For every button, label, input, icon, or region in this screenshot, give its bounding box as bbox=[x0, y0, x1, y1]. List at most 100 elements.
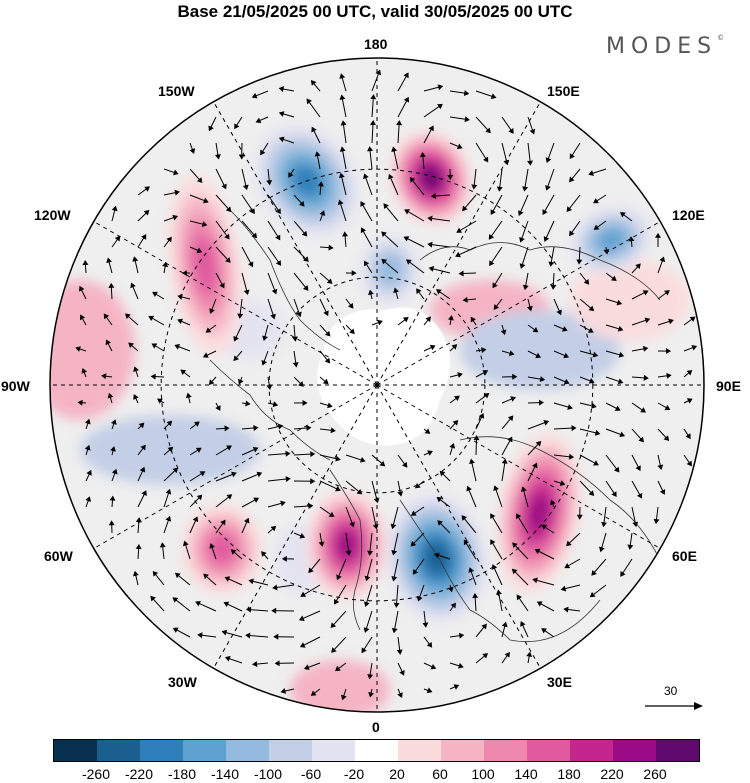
wind-vector-arrowhead bbox=[245, 632, 251, 639]
wind-vector-arrowhead bbox=[501, 621, 508, 628]
wind-vector-arrowhead bbox=[468, 567, 475, 573]
polar-cap-white bbox=[317, 307, 450, 446]
wind-vector-arrowhead bbox=[157, 398, 163, 404]
wind-vector-arrowhead bbox=[141, 490, 147, 497]
wind-vector-arrowhead bbox=[391, 549, 398, 556]
wind-vector-arrowhead bbox=[593, 460, 599, 466]
meridian-line bbox=[376, 221, 661, 386]
wind-vector-arrowhead bbox=[275, 260, 282, 266]
reference-vector-arrowhead bbox=[694, 702, 703, 710]
wind-vector-arrowhead bbox=[303, 664, 310, 671]
wind-vector-arrowhead bbox=[529, 128, 536, 135]
wind-vector-arrowhead bbox=[351, 270, 357, 277]
wind-vector-arrowhead bbox=[225, 206, 232, 213]
wind-vector-arrowhead bbox=[141, 234, 147, 240]
wind-vector-arrowhead bbox=[334, 598, 340, 605]
wind-vector-arrowhead bbox=[298, 615, 305, 621]
wind-vector-arrowhead bbox=[105, 339, 111, 346]
wind-vector-arrowhead bbox=[638, 436, 644, 443]
wind-vector-arrowhead bbox=[686, 369, 693, 376]
wind-vector-arrowhead bbox=[339, 94, 346, 100]
anomaly-background-patch bbox=[570, 260, 690, 340]
wind-vector-arrowhead bbox=[189, 148, 196, 154]
colorbar-segment bbox=[656, 740, 699, 761]
meridian-line bbox=[93, 221, 378, 386]
wind-vector-arrowhead bbox=[172, 627, 179, 633]
wind-vector-arrowhead bbox=[359, 456, 366, 463]
wind-vector-arrowhead bbox=[369, 120, 376, 126]
wind-vector-arrowhead bbox=[109, 495, 116, 501]
wind-vector-arrowhead bbox=[566, 206, 573, 213]
wind-vector-arrowhead bbox=[251, 232, 258, 239]
wind-vector-arrowhead bbox=[566, 540, 572, 547]
wind-vector-arrowhead bbox=[280, 688, 287, 694]
lon-label-30e: 30E bbox=[547, 674, 572, 690]
wind-vector-arrowhead bbox=[611, 491, 617, 497]
wind-vector-arrowhead bbox=[482, 653, 489, 659]
wind-vector-arrowhead bbox=[526, 305, 533, 312]
wind-vector-arrowhead bbox=[302, 399, 308, 406]
wind-vector-arrowhead bbox=[686, 460, 692, 467]
wind-vector-arrowhead bbox=[237, 313, 244, 319]
colorbar-segment bbox=[140, 740, 183, 761]
wind-vector-arrowhead bbox=[481, 623, 487, 630]
wind-vector-arrowhead bbox=[381, 258, 388, 265]
wind-vector-arrowhead bbox=[233, 355, 239, 362]
wind-vector-arrowhead bbox=[324, 357, 331, 364]
reference-vector-label: 30 bbox=[664, 684, 678, 698]
wind-vector-arrowhead bbox=[430, 663, 437, 670]
wind-vector-arrowhead bbox=[139, 466, 146, 473]
wind-vector-arrowhead bbox=[288, 171, 294, 178]
wind-vector-arrowhead bbox=[627, 544, 634, 550]
wind-vector-arrowhead bbox=[85, 496, 91, 502]
coastline-canada bbox=[209, 359, 331, 461]
anomaly-background-patch bbox=[290, 660, 390, 712]
wind-vector-arrowhead bbox=[349, 521, 355, 528]
wind-vector-arrowhead bbox=[619, 431, 626, 438]
wind-vector-arrowhead bbox=[426, 641, 433, 648]
wind-vector-arrowhead bbox=[251, 92, 258, 99]
wind-vector-arrowhead bbox=[255, 117, 262, 124]
wind-vector-arrowhead bbox=[177, 318, 183, 325]
wind-vector-arrowhead bbox=[272, 401, 279, 408]
wind-vector-arrowhead bbox=[635, 465, 641, 472]
wind-vector-arrowhead bbox=[367, 673, 374, 680]
wind-vector-arrowhead bbox=[150, 373, 156, 380]
map-title: Base 21/05/2025 00 UTC, valid 30/05/2025… bbox=[177, 2, 573, 21]
wind-vector-arrowhead bbox=[403, 236, 410, 242]
wind-vector-arrowhead bbox=[483, 156, 489, 163]
wind-vector-arrowhead bbox=[256, 471, 263, 478]
wind-vector-arrowhead bbox=[180, 369, 187, 375]
wind-vector-arrowhead bbox=[79, 285, 85, 292]
lon-label-30w: 30W bbox=[168, 674, 197, 690]
wind-vector-arrowhead bbox=[466, 485, 472, 492]
wind-vector-arrowhead bbox=[383, 203, 389, 209]
wind-vector-arrowhead bbox=[262, 335, 268, 342]
wind-vector-arrowhead bbox=[403, 72, 409, 79]
wind-vector-arrowhead bbox=[252, 661, 258, 668]
wind-vector-arrowhead bbox=[326, 278, 333, 284]
wind-vector-arrowhead bbox=[493, 304, 500, 310]
wind-vector-arrowhead bbox=[561, 326, 568, 332]
colorbar-tick-label: 100 bbox=[471, 766, 495, 782]
wind-vector-arrowhead bbox=[335, 665, 341, 672]
wind-vector-arrowhead bbox=[310, 478, 316, 485]
wind-vector-arrowhead bbox=[370, 94, 377, 100]
wind-vector-arrowhead bbox=[225, 257, 231, 263]
wind-vector-arrowhead bbox=[230, 549, 237, 555]
wind-vector-arrowhead bbox=[470, 316, 476, 323]
wind-vector-arrowhead bbox=[182, 540, 189, 547]
wind-vector-arrowhead bbox=[199, 471, 206, 477]
wind-vector-arrowhead bbox=[643, 374, 649, 381]
wind-vector-arrowhead bbox=[285, 450, 291, 457]
wind-vector-arrowhead bbox=[510, 396, 516, 402]
wind-vector-arrowhead bbox=[152, 570, 159, 577]
wind-vector-arrowhead bbox=[591, 570, 597, 576]
wind-vector-arrowhead bbox=[148, 315, 155, 322]
wind-vector-arrowhead bbox=[426, 687, 433, 694]
wind-vector-arrowhead bbox=[364, 575, 371, 582]
wind-vector-arrowhead bbox=[138, 422, 145, 429]
wind-vector-arrowhead bbox=[548, 261, 555, 267]
wind-vector-arrowhead bbox=[220, 519, 226, 526]
wind-vector-arrowhead bbox=[144, 186, 150, 192]
